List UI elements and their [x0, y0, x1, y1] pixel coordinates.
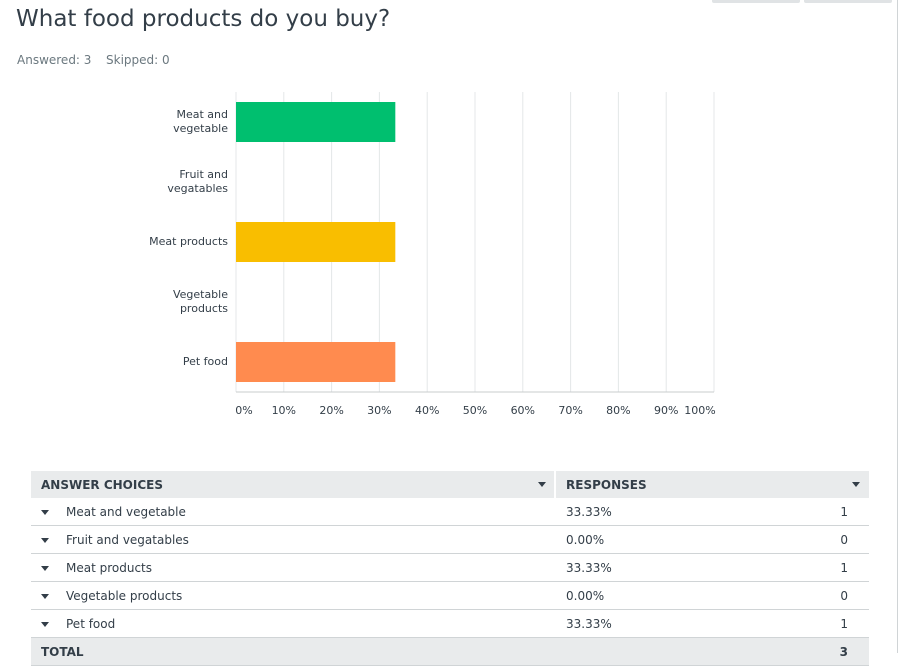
expand-caret[interactable]: [41, 538, 49, 543]
table-header: ANSWER CHOICES RESPONSES: [31, 471, 869, 498]
sort-caret[interactable]: [538, 482, 546, 487]
x-tick-label: 50%: [463, 404, 487, 417]
table-row: Pet food 33.33% 1: [31, 610, 869, 638]
x-tick-label: 100%: [684, 404, 715, 417]
answered-count: Answered: 3: [17, 53, 92, 67]
x-tick-label: 0%: [235, 404, 252, 417]
question-title: What food products do you buy?: [16, 6, 391, 32]
total-row: TOTAL 3: [31, 638, 869, 666]
response-count: 1: [840, 561, 848, 575]
panel-border: [897, 0, 898, 653]
answer-choice: Pet food: [66, 617, 116, 631]
results-table: ANSWER CHOICES RESPONSES Meat and vegetabl…: [31, 471, 869, 666]
table-row: Meat products 33.33% 1: [31, 554, 869, 582]
expand-caret[interactable]: [41, 622, 49, 627]
response-count: 1: [840, 505, 848, 519]
x-tick-label: 80%: [606, 404, 630, 417]
y-tick-label: Meat and vegetable: [173, 108, 228, 135]
y-tick-label: Pet food: [182, 355, 228, 368]
expand-caret[interactable]: [41, 566, 49, 571]
total-label: TOTAL: [41, 645, 84, 659]
response-percent: 33.33%: [566, 505, 612, 519]
table-row: Fruit and vegatables 0.00% 0: [31, 526, 869, 554]
sort-caret[interactable]: [852, 482, 860, 487]
x-tick-label: 10%: [272, 404, 296, 417]
answer-choice: Fruit and vegatables: [66, 533, 189, 547]
button[interactable]: [804, 0, 892, 3]
chart: 0% 10% 20% 30% 40% 50% 60% 70% 80% 90% 100%: [235, 92, 716, 417]
x-tick-label: 40%: [415, 404, 439, 417]
column-divider: [554, 471, 556, 498]
table-row: Meat and vegetable 33.33% 1: [31, 498, 869, 526]
response-percent: 0.00%: [566, 533, 605, 547]
response-percent: 0.00%: [566, 589, 605, 603]
answer-choice: Meat products: [66, 561, 153, 575]
total-count: 3: [839, 645, 848, 659]
bar: [236, 342, 396, 382]
y-tick-label: Fruit and vegatables: [167, 168, 228, 195]
bar: [236, 222, 396, 262]
response-count: 1: [840, 617, 848, 631]
x-tick-label: 30%: [367, 404, 391, 417]
answer-choice: Vegetable products: [66, 589, 183, 603]
answer-choice: Meat and vegetable: [66, 505, 186, 519]
bar: [236, 102, 396, 142]
x-tick-label: 20%: [319, 404, 343, 417]
table-row: Vegetable products 0.00% 0: [31, 582, 869, 610]
response-percent: 33.33%: [566, 561, 612, 575]
response-count: 0: [840, 589, 848, 603]
y-tick-label: Meat products: [149, 235, 228, 248]
x-tick-label: 70%: [558, 404, 582, 417]
response-percent: 33.33%: [566, 617, 612, 631]
column-header: ANSWER CHOICES: [41, 478, 163, 492]
response-count: 0: [840, 533, 848, 547]
x-tick-label: 60%: [511, 404, 535, 417]
x-tick-label: 90%: [654, 404, 678, 417]
button[interactable]: [712, 0, 800, 3]
y-tick-label: Vegetable products: [172, 288, 228, 315]
column-header: RESPONSES: [566, 478, 647, 492]
expand-caret[interactable]: [41, 594, 49, 599]
expand-caret[interactable]: [41, 510, 49, 515]
skipped-count: Skipped: 0: [106, 53, 170, 67]
